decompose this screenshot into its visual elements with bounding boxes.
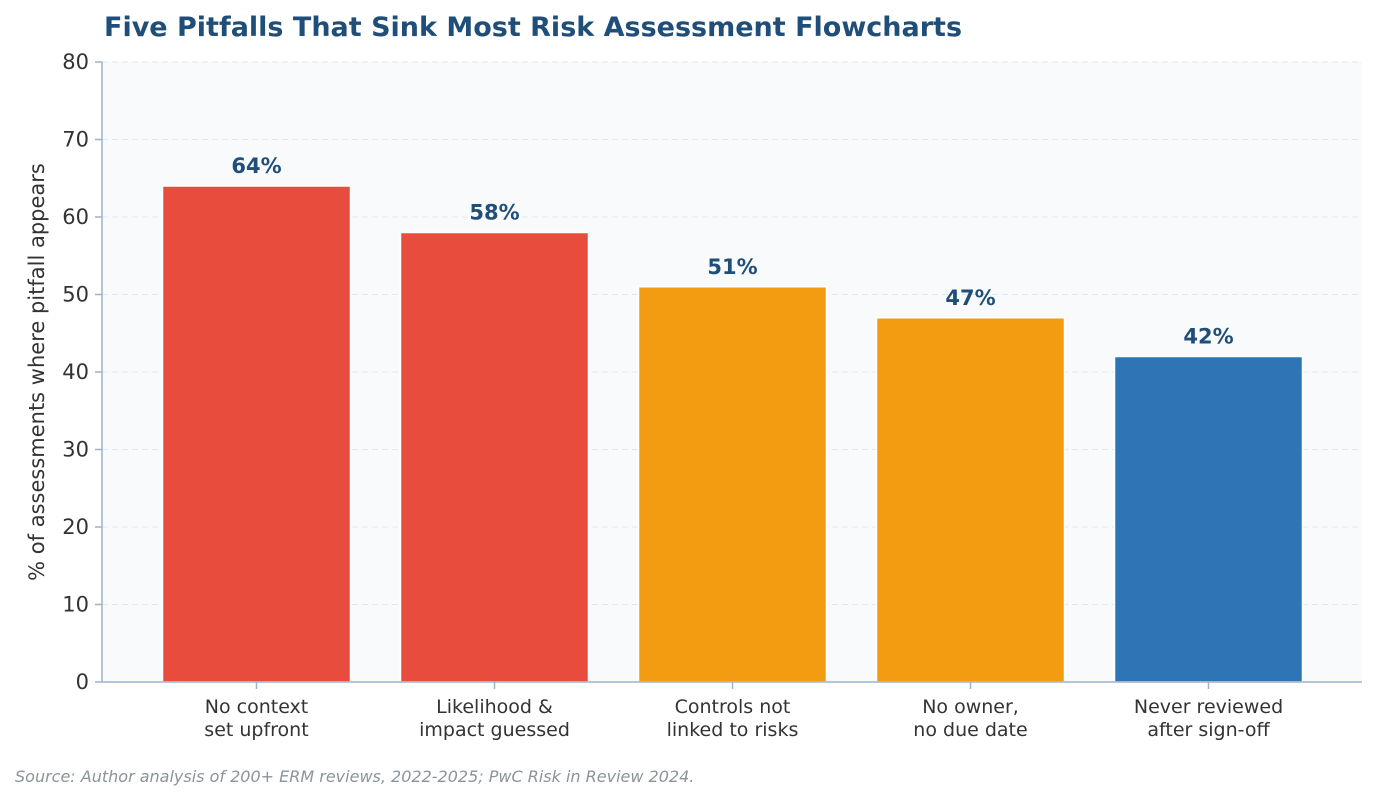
y-tick-label: 50 <box>62 283 89 307</box>
y-tick-label: 10 <box>62 593 89 617</box>
data-label: 64% <box>231 154 281 178</box>
y-tick-label: 40 <box>62 360 89 384</box>
y-tick-label: 0 <box>76 670 89 694</box>
data-label: 51% <box>707 255 757 279</box>
axes <box>95 61 1362 689</box>
data-label: 58% <box>469 201 519 225</box>
x-tick-label: no due date <box>913 719 1027 741</box>
y-tick-label: 30 <box>62 438 89 462</box>
data-label: 42% <box>1183 325 1233 349</box>
bar <box>637 286 828 683</box>
x-tick-label: No context <box>205 696 309 718</box>
x-tick-label: Never reviewed <box>1134 696 1283 718</box>
chart-title: Five Pitfalls That Sink Most Risk Assess… <box>104 12 962 43</box>
source-note: Source: Author analysis of 200+ ERM revi… <box>15 767 694 786</box>
bar <box>161 185 352 683</box>
x-tick-label: Controls not <box>675 696 791 718</box>
y-tick-label: 80 <box>62 50 89 74</box>
y-tick-labels: 0 10 20 30 40 50 60 70 80 <box>62 50 89 694</box>
data-label: 47% <box>945 286 995 310</box>
x-tick-label: linked to risks <box>667 719 799 741</box>
x-tick-label: impact guessed <box>419 719 570 741</box>
bar <box>1113 355 1304 683</box>
x-tick-label: after sign-off <box>1147 719 1270 741</box>
data-labels: 64% 58% 51% 47% 42% <box>231 154 1233 349</box>
y-tick-label: 60 <box>62 205 89 229</box>
bar <box>399 231 590 683</box>
x-tick-label: Likelihood & <box>436 696 553 718</box>
y-tick-label: 70 <box>62 128 89 152</box>
bars <box>161 185 1304 683</box>
x-tick-label: set upfront <box>204 719 308 741</box>
y-axis-label: % of assessments where pitfall appears <box>25 163 49 581</box>
bar <box>875 317 1066 683</box>
y-tick-label: 20 <box>62 515 89 539</box>
x-tick-label: No owner, <box>922 696 1019 718</box>
